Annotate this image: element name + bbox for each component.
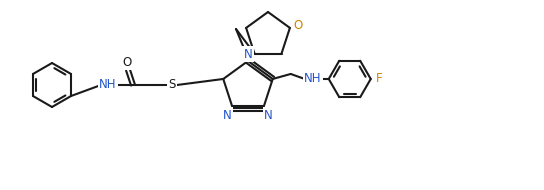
Text: N: N <box>224 108 232 122</box>
Text: N: N <box>244 48 252 60</box>
Text: NH: NH <box>304 72 322 86</box>
Text: O: O <box>122 55 132 69</box>
Text: NH: NH <box>99 78 117 92</box>
Text: F: F <box>375 72 382 86</box>
Text: S: S <box>168 78 176 92</box>
Text: O: O <box>293 19 302 32</box>
Text: N: N <box>264 108 273 122</box>
